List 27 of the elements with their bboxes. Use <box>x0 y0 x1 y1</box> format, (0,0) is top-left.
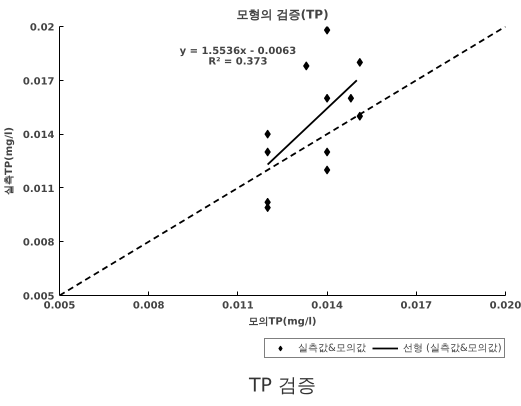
annotation: R² = 0.373 <box>208 56 268 68</box>
text: TP 검증 <box>248 374 316 397</box>
x-tick-label: 0.008 <box>132 300 165 312</box>
y-tick-label: 0.008 <box>22 238 55 249</box>
y-tick-label: 0.005 <box>22 292 55 302</box>
point <box>324 165 330 174</box>
y-tick-label: 0.017 <box>22 76 55 88</box>
point <box>324 148 330 157</box>
x-tick-label: 0.020 <box>490 300 521 312</box>
x-tick-label: 0.017 <box>400 300 432 312</box>
y-axis-title: 실측TP(mg/l) <box>4 127 15 195</box>
chart-title: 모형의 검증(TP) <box>236 8 329 22</box>
legend-label: 선형 (실측값&모의값) <box>402 342 502 355</box>
point <box>324 26 330 35</box>
y-tick-label: 0.014 <box>22 130 55 142</box>
x-tick-label: 0.005 <box>44 300 76 312</box>
point <box>348 94 354 103</box>
legend-label: 실측값&모의값 <box>298 342 366 355</box>
y-tick-label: 0.02 <box>30 22 55 34</box>
x-tick-label: 0.014 <box>311 300 343 312</box>
x-tick-label: 0.011 <box>222 300 254 312</box>
point <box>264 148 271 157</box>
annotation: y = 1.5536x - 0.0063 <box>180 46 296 57</box>
point <box>264 130 271 139</box>
point <box>324 94 330 103</box>
y-tick-label: 0.011 <box>22 184 55 195</box>
x-axis-title: 모의TP(mg/l) <box>248 316 316 328</box>
